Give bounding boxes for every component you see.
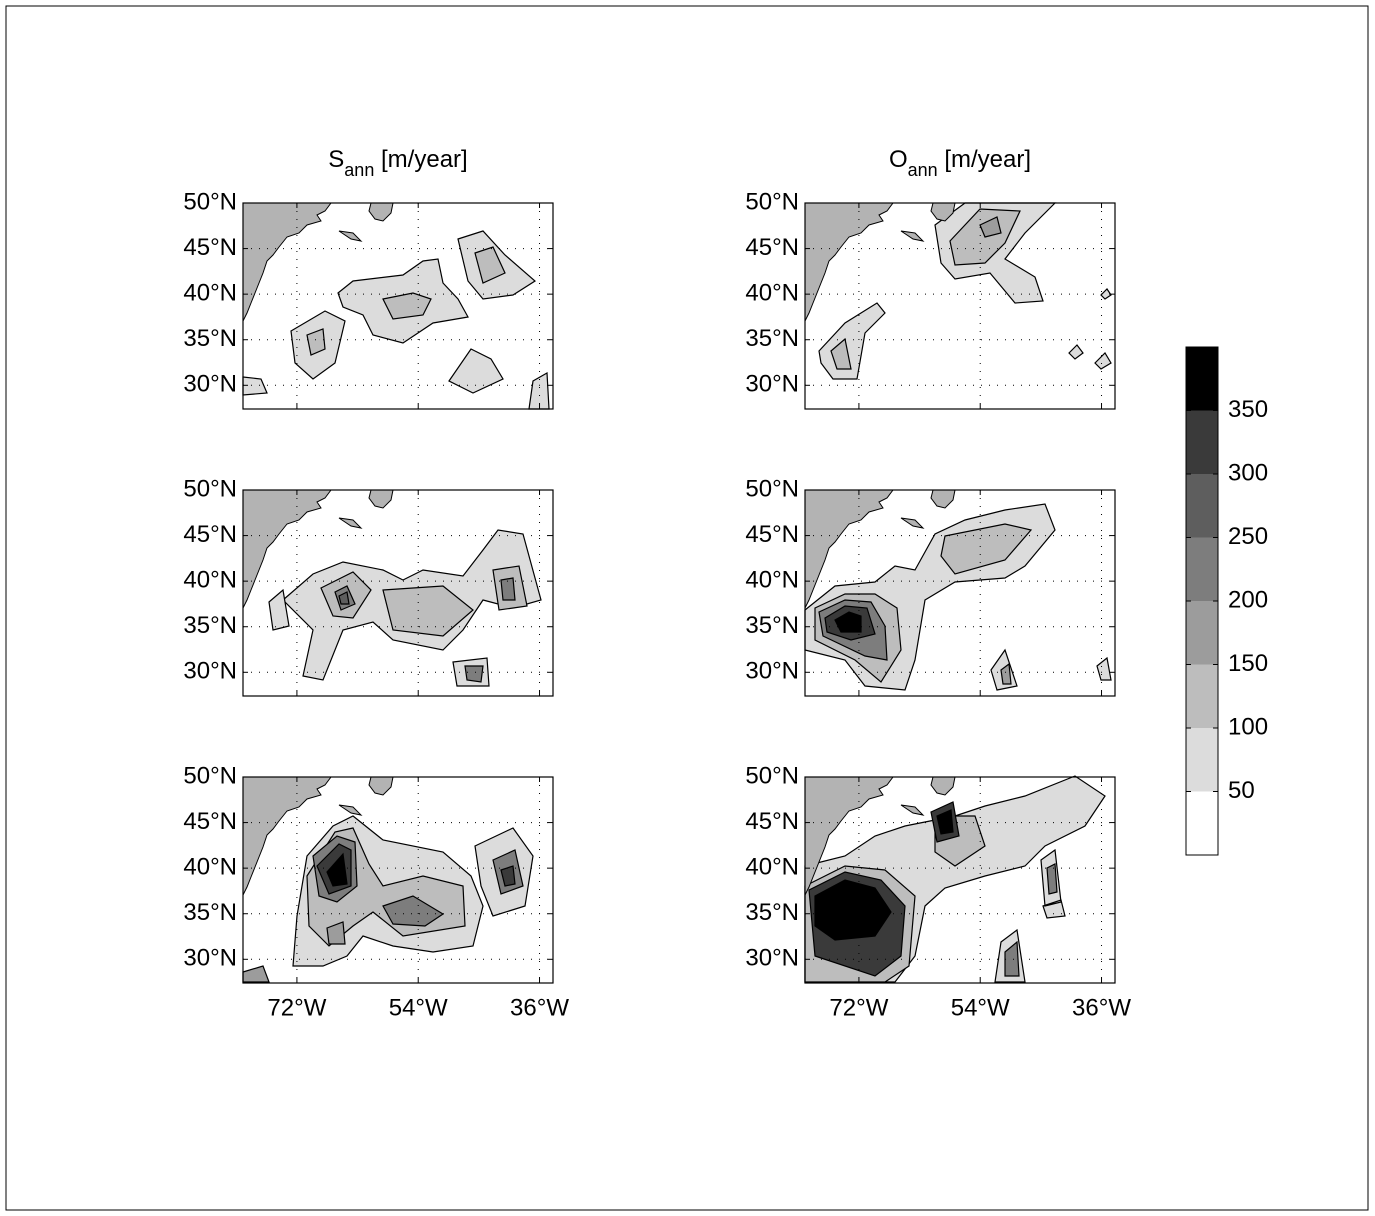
contour-field <box>268 529 542 687</box>
y-tick-label: 40°N <box>183 853 237 880</box>
colorbar-box <box>1185 346 1219 856</box>
colorbar-band <box>1186 410 1218 474</box>
x-tick-label: 72°W <box>829 994 888 1021</box>
y-tick-label: 50°N <box>745 188 799 215</box>
y-tick-label: 50°N <box>183 475 237 502</box>
y-tick-label: 50°N <box>745 762 799 789</box>
y-tick-label: 35°N <box>745 899 799 926</box>
colorbar-tick-label: 350 <box>1228 396 1268 423</box>
y-tick-label: 35°N <box>745 612 799 639</box>
title-part: ann <box>908 160 938 180</box>
y-tick-label: 45°N <box>745 234 799 261</box>
y-tick-label: 45°N <box>183 808 237 835</box>
contour-field <box>242 815 534 983</box>
y-tick-label: 45°N <box>745 521 799 548</box>
title-part: ann <box>344 160 374 180</box>
y-tick-label: 40°N <box>745 279 799 306</box>
colorbar-band <box>1186 791 1218 855</box>
x-tick-label: 54°W <box>951 994 1010 1021</box>
y-tick-label: 45°N <box>745 808 799 835</box>
y-tick-label: 30°N <box>745 658 799 685</box>
x-tick-label: 36°W <box>510 994 569 1021</box>
y-tick-label: 30°N <box>745 371 799 398</box>
x-tick-label: 72°W <box>267 994 326 1021</box>
colorbar-tick-label: 100 <box>1228 713 1268 740</box>
colorbar-band <box>1186 728 1218 792</box>
y-tick-label: 40°N <box>183 279 237 306</box>
colorbar-tick-label: 50 <box>1228 777 1255 804</box>
colorbar-band <box>1186 537 1218 601</box>
colorbar-band <box>1186 664 1218 728</box>
y-tick-label: 40°N <box>745 566 799 593</box>
title-part: [m/year] <box>938 146 1031 173</box>
colorbar-tick-label: 150 <box>1228 650 1268 677</box>
axes-box <box>804 489 1116 697</box>
y-tick-label: 35°N <box>183 612 237 639</box>
y-tick-label: 30°N <box>183 371 237 398</box>
y-tick-label: 35°N <box>183 325 237 352</box>
title-part: [m/year] <box>374 146 467 173</box>
y-tick-label: 30°N <box>745 945 799 972</box>
y-tick-label: 35°N <box>183 899 237 926</box>
axes-box <box>804 202 1116 410</box>
contour-field <box>804 775 1106 983</box>
y-tick-label: 40°N <box>745 853 799 880</box>
frame <box>5 5 1369 1211</box>
y-tick-label: 35°N <box>745 325 799 352</box>
colorbar-band <box>1186 601 1218 665</box>
axes-box <box>242 776 554 984</box>
axes-box <box>242 202 554 410</box>
x-tick-label: 54°W <box>389 994 448 1021</box>
axes-box <box>804 776 1116 984</box>
colorbar-tick-label: 200 <box>1228 586 1268 613</box>
colorbar-band <box>1186 474 1218 538</box>
y-tick-label: 30°N <box>183 658 237 685</box>
colorbar-band <box>1186 347 1218 411</box>
y-tick-label: 30°N <box>183 945 237 972</box>
y-tick-label: 50°N <box>745 475 799 502</box>
x-tick-label: 36°W <box>1072 994 1131 1021</box>
axes-box <box>242 489 554 697</box>
title-part: O <box>889 146 908 173</box>
y-tick-label: 45°N <box>183 521 237 548</box>
panel-title: Sann [m/year] <box>328 146 467 179</box>
colorbar-tick-label: 300 <box>1228 459 1268 486</box>
y-tick-label: 45°N <box>183 234 237 261</box>
contour-field <box>804 503 1112 691</box>
y-tick-label: 40°N <box>183 566 237 593</box>
panel-title: Oann [m/year] <box>889 146 1031 179</box>
title-part: S <box>328 146 344 173</box>
colorbar-tick-label: 250 <box>1228 523 1268 550</box>
y-tick-label: 50°N <box>183 762 237 789</box>
y-tick-label: 50°N <box>183 188 237 215</box>
